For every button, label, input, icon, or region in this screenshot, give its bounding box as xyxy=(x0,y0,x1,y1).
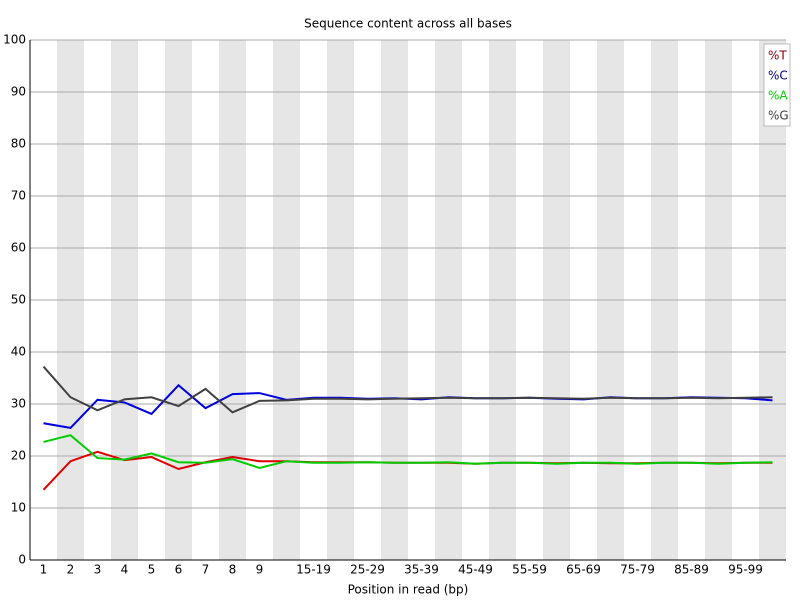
legend-label: %C xyxy=(768,69,788,83)
x-tick-label: 3 xyxy=(94,563,102,577)
x-tick-label: 9 xyxy=(256,563,264,577)
x-tick-label: 4 xyxy=(121,563,129,577)
x-tick-label: 5 xyxy=(148,563,156,577)
y-tick-label: 80 xyxy=(11,137,26,151)
x-tick-label: 8 xyxy=(229,563,237,577)
y-tick-label: 30 xyxy=(11,397,26,411)
legend-label: %G xyxy=(768,109,789,123)
x-tick-label: 45-49 xyxy=(458,563,493,577)
chart-title: Sequence content across all bases xyxy=(304,17,512,31)
x-tick-label: 7 xyxy=(202,563,210,577)
x-tick-label: 1 xyxy=(40,563,48,577)
y-tick-label: 0 xyxy=(18,553,26,567)
x-axis-label: Position in read (bp) xyxy=(348,583,469,597)
x-tick-label: 75-79 xyxy=(620,563,655,577)
y-tick-label: 100 xyxy=(3,33,26,47)
series-line xyxy=(43,434,773,470)
series-line xyxy=(42,365,773,414)
y-tick-label: 60 xyxy=(11,241,26,255)
legend-label: %A xyxy=(768,89,788,103)
x-tick-label: 15-19 xyxy=(296,563,331,577)
x-tick-label: 65-69 xyxy=(566,563,601,577)
x-tick-label: 6 xyxy=(175,563,183,577)
legend-box xyxy=(763,43,791,127)
y-tick-label: 40 xyxy=(11,345,26,359)
x-tick-label: 35-39 xyxy=(404,563,439,577)
y-tick-label: 70 xyxy=(11,189,26,203)
x-tick-label: 85-89 xyxy=(674,563,709,577)
y-tick-label: 90 xyxy=(11,85,26,99)
x-tick-label: 95-99 xyxy=(728,563,763,577)
y-tick-label: 10 xyxy=(11,501,26,515)
y-tick-label: 20 xyxy=(11,449,26,463)
x-tick-label: 25-29 xyxy=(350,563,385,577)
y-tick-label: 50 xyxy=(11,293,26,307)
x-tick-label: 2 xyxy=(67,563,75,577)
x-tick-label: 55-59 xyxy=(512,563,547,577)
legend-label: %T xyxy=(768,49,787,63)
